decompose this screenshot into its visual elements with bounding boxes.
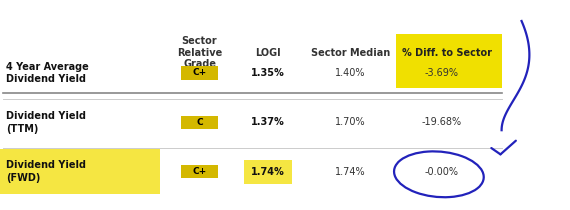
Text: Dividend Yield
(TTM): Dividend Yield (TTM) <box>6 111 86 134</box>
FancyBboxPatch shape <box>244 160 292 184</box>
Text: -3.69%: -3.69% <box>425 68 459 78</box>
Text: 1.35%: 1.35% <box>251 68 285 78</box>
Text: % Diff. to Sector: % Diff. to Sector <box>402 47 492 58</box>
Text: LOGI: LOGI <box>255 47 280 58</box>
FancyBboxPatch shape <box>181 66 218 80</box>
Text: C: C <box>196 118 203 127</box>
Text: 4 Year Average
Dividend Yield: 4 Year Average Dividend Yield <box>6 62 88 84</box>
Text: -0.00%: -0.00% <box>425 167 459 177</box>
FancyBboxPatch shape <box>181 116 218 129</box>
Text: C+: C+ <box>193 167 206 176</box>
Text: 1.37%: 1.37% <box>251 117 285 127</box>
Text: C+: C+ <box>193 68 206 77</box>
FancyBboxPatch shape <box>0 149 160 194</box>
Text: -19.68%: -19.68% <box>422 117 462 127</box>
Text: Sector Median: Sector Median <box>311 47 390 58</box>
Text: 1.74%: 1.74% <box>335 167 366 177</box>
Text: 1.40%: 1.40% <box>335 68 366 78</box>
Text: 1.70%: 1.70% <box>335 117 366 127</box>
Text: 1.74%: 1.74% <box>251 167 285 177</box>
Text: Sector
Relative
Grade: Sector Relative Grade <box>177 36 222 69</box>
Text: Dividend Yield
(FWD): Dividend Yield (FWD) <box>6 160 86 183</box>
FancyBboxPatch shape <box>181 165 218 178</box>
FancyBboxPatch shape <box>396 34 502 88</box>
